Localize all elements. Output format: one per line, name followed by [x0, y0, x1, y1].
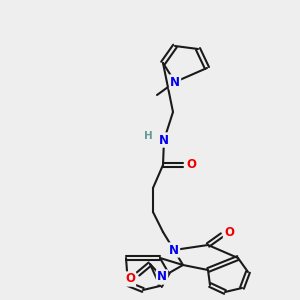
Text: O: O: [125, 272, 135, 286]
Text: N: N: [157, 271, 167, 284]
Text: N: N: [169, 244, 179, 256]
Text: H: H: [144, 131, 152, 141]
Text: N: N: [170, 76, 180, 88]
Text: O: O: [224, 226, 234, 238]
Text: O: O: [186, 158, 196, 172]
Text: N: N: [159, 134, 169, 146]
